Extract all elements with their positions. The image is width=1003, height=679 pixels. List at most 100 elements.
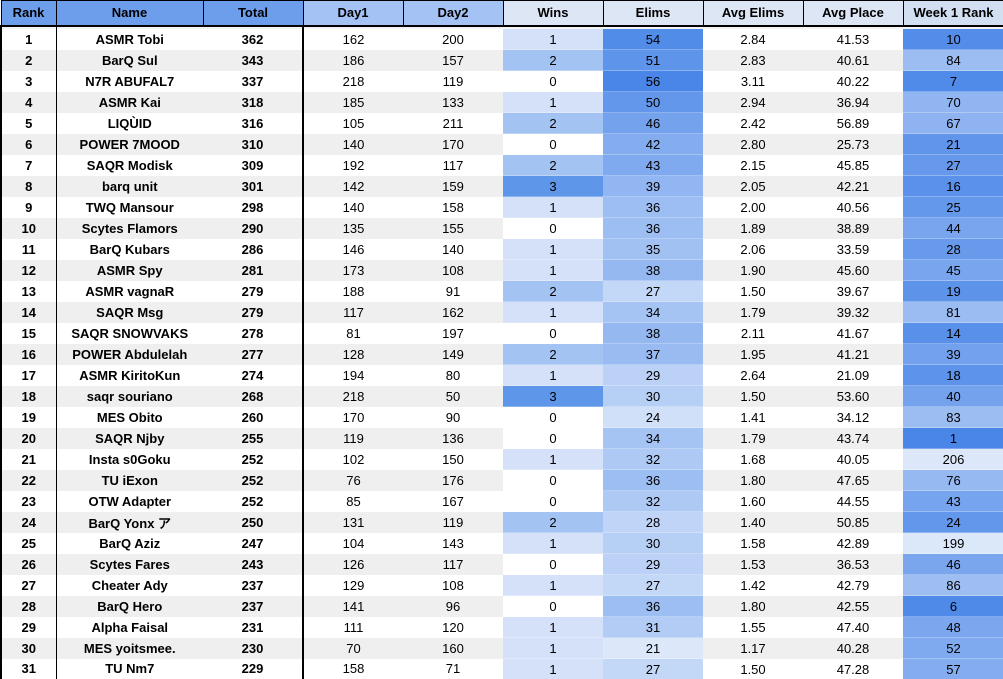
cell-name[interactable]: Insta s0Goku [55, 448, 203, 470]
cell-total[interactable]: 301 [203, 175, 303, 197]
cell-avg_place[interactable]: 21.09 [803, 364, 903, 386]
cell-avg_elims[interactable]: 2.80 [703, 133, 803, 155]
cell-name[interactable]: ASMR Spy [55, 259, 203, 281]
cell-avg_place[interactable]: 39.32 [803, 301, 903, 323]
cell-elims[interactable]: 38 [603, 259, 703, 281]
cell-day1[interactable]: 76 [302, 469, 403, 491]
cell-avg_place[interactable]: 42.55 [803, 595, 903, 617]
cell-elims[interactable]: 35 [603, 238, 703, 260]
cell-day1[interactable]: 141 [302, 595, 403, 617]
cell-avg_place[interactable]: 25.73 [803, 133, 903, 155]
cell-wins[interactable]: 2 [503, 154, 603, 176]
cell-week1_rank[interactable]: 28 [903, 238, 1003, 260]
cell-total[interactable]: 343 [203, 49, 303, 71]
cell-elims[interactable]: 50 [603, 91, 703, 113]
cell-day1[interactable]: 140 [302, 133, 403, 155]
cell-name[interactable]: BarQ Yonx ア [55, 511, 203, 533]
cell-avg_place[interactable]: 36.53 [803, 553, 903, 575]
cell-elims[interactable]: 34 [603, 301, 703, 323]
cell-day1[interactable]: 81 [302, 322, 403, 344]
cell-week1_rank[interactable]: 14 [903, 322, 1003, 344]
cell-avg_place[interactable]: 41.67 [803, 322, 903, 344]
cell-avg_place[interactable]: 40.61 [803, 49, 903, 71]
cell-avg_place[interactable]: 45.85 [803, 154, 903, 176]
cell-day2[interactable]: 136 [403, 427, 503, 449]
cell-total[interactable]: 279 [203, 301, 303, 323]
cell-day2[interactable]: 91 [403, 280, 503, 302]
cell-week1_rank[interactable]: 18 [903, 364, 1003, 386]
cell-rank[interactable]: 24 [0, 511, 56, 533]
column-header-avg-elims[interactable]: Avg Elims [702, 0, 804, 27]
cell-day2[interactable]: 160 [403, 637, 503, 659]
cell-wins[interactable]: 2 [503, 49, 603, 71]
cell-day1[interactable]: 135 [302, 217, 403, 239]
cell-elims[interactable]: 42 [603, 133, 703, 155]
cell-avg_elims[interactable]: 1.53 [703, 553, 803, 575]
cell-name[interactable]: Cheater Ady [55, 574, 203, 596]
cell-avg_place[interactable]: 47.65 [803, 469, 903, 491]
column-header-wins[interactable]: Wins [502, 0, 604, 27]
cell-avg_place[interactable]: 42.79 [803, 574, 903, 596]
cell-wins[interactable]: 1 [503, 91, 603, 113]
cell-week1_rank[interactable]: 1 [903, 427, 1003, 449]
cell-week1_rank[interactable]: 76 [903, 469, 1003, 491]
cell-rank[interactable]: 23 [0, 490, 56, 512]
cell-name[interactable]: ASMR KiritoKun [55, 364, 203, 386]
cell-wins[interactable]: 3 [503, 175, 603, 197]
cell-total[interactable]: 298 [203, 196, 303, 218]
cell-avg_elims[interactable]: 1.60 [703, 490, 803, 512]
cell-avg_elims[interactable]: 3.11 [703, 70, 803, 92]
cell-day1[interactable]: 218 [302, 70, 403, 92]
cell-day1[interactable]: 111 [302, 616, 403, 638]
cell-total[interactable]: 277 [203, 343, 303, 365]
cell-avg_place[interactable]: 38.89 [803, 217, 903, 239]
cell-elims[interactable]: 39 [603, 175, 703, 197]
cell-rank[interactable]: 21 [0, 448, 56, 470]
cell-day2[interactable]: 150 [403, 448, 503, 470]
cell-wins[interactable]: 1 [503, 259, 603, 281]
cell-avg_elims[interactable]: 1.89 [703, 217, 803, 239]
cell-avg_place[interactable]: 42.21 [803, 175, 903, 197]
cell-avg_elims[interactable]: 1.55 [703, 616, 803, 638]
cell-week1_rank[interactable]: 24 [903, 511, 1003, 533]
cell-rank[interactable]: 17 [0, 364, 56, 386]
cell-name[interactable]: POWER 7MOOD [55, 133, 203, 155]
cell-rank[interactable]: 6 [0, 133, 56, 155]
cell-rank[interactable]: 20 [0, 427, 56, 449]
cell-avg_place[interactable]: 40.05 [803, 448, 903, 470]
cell-wins[interactable]: 1 [503, 301, 603, 323]
cell-elims[interactable]: 36 [603, 595, 703, 617]
cell-week1_rank[interactable]: 57 [903, 658, 1003, 679]
cell-day2[interactable]: 197 [403, 322, 503, 344]
cell-rank[interactable]: 5 [0, 112, 56, 134]
cell-rank[interactable]: 1 [0, 28, 56, 50]
cell-name[interactable]: ASMR vagnaR [55, 280, 203, 302]
cell-wins[interactable]: 3 [503, 385, 603, 407]
cell-rank[interactable]: 29 [0, 616, 56, 638]
cell-week1_rank[interactable]: 10 [903, 28, 1003, 50]
cell-day2[interactable]: 211 [403, 112, 503, 134]
cell-day1[interactable]: 119 [302, 427, 403, 449]
cell-avg_elims[interactable]: 1.80 [703, 469, 803, 491]
cell-elims[interactable]: 30 [603, 532, 703, 554]
cell-week1_rank[interactable]: 25 [903, 196, 1003, 218]
cell-name[interactable]: SAQR Modisk [55, 154, 203, 176]
cell-elims[interactable]: 54 [603, 28, 703, 50]
cell-name[interactable]: TWQ Mansour [55, 196, 203, 218]
cell-week1_rank[interactable]: 39 [903, 343, 1003, 365]
cell-day2[interactable]: 108 [403, 259, 503, 281]
cell-week1_rank[interactable]: 199 [903, 532, 1003, 554]
cell-wins[interactable]: 1 [503, 532, 603, 554]
cell-day2[interactable]: 200 [403, 28, 503, 50]
cell-name[interactable]: TU Nm7 [55, 658, 203, 679]
cell-day2[interactable]: 176 [403, 469, 503, 491]
cell-avg_elims[interactable]: 1.79 [703, 301, 803, 323]
cell-wins[interactable]: 0 [503, 595, 603, 617]
cell-avg_elims[interactable]: 1.68 [703, 448, 803, 470]
cell-total[interactable]: 290 [203, 217, 303, 239]
cell-day2[interactable]: 170 [403, 133, 503, 155]
cell-rank[interactable]: 2 [0, 49, 56, 71]
cell-total[interactable]: 278 [203, 322, 303, 344]
cell-avg_elims[interactable]: 2.05 [703, 175, 803, 197]
cell-wins[interactable]: 0 [503, 217, 603, 239]
